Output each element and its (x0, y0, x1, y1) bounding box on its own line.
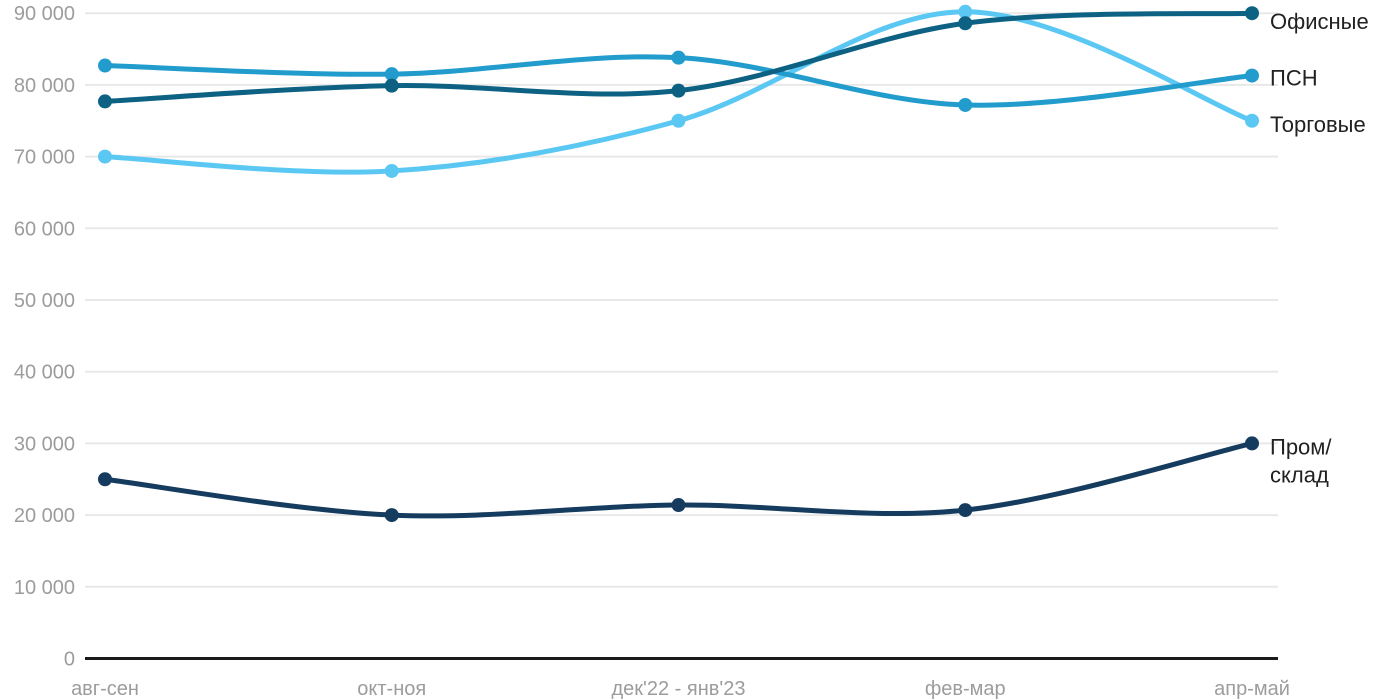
data-point-ofisnye-3 (958, 16, 973, 31)
data-point-psn-4 (1245, 68, 1259, 83)
legend-label-ofisnye: Офисные (1270, 9, 1369, 34)
y-tick-label-80000: 80 000 (14, 75, 75, 97)
data-point-prom-sklad-4 (1245, 436, 1259, 451)
data-point-torgovye-4 (1245, 113, 1259, 128)
legend-label-prom-sklad-line0: Пром/ (1270, 434, 1332, 459)
data-point-ofisnye-2 (671, 83, 686, 98)
data-point-torgovye-3 (958, 4, 973, 19)
data-point-prom-sklad-0 (98, 472, 112, 487)
x-tick-label-3: фев-мар (925, 678, 1006, 700)
x-tick-label-0: авг-сен (71, 678, 139, 700)
legend-label-torgovye: Торговые (1270, 112, 1366, 137)
y-tick-label-90000: 90 000 (14, 3, 75, 25)
data-point-psn-1 (384, 67, 399, 82)
y-tick-label-60000: 60 000 (14, 218, 75, 240)
y-tick-label-30000: 30 000 (14, 433, 75, 455)
data-point-psn-0 (98, 58, 112, 73)
data-point-ofisnye-4 (1245, 6, 1259, 21)
y-tick-label-0: 0 (64, 649, 75, 671)
data-point-ofisnye-0 (98, 94, 112, 109)
legend-label-prom-sklad-line1: склад (1270, 462, 1329, 487)
y-tick-label-70000: 70 000 (14, 147, 75, 169)
x-tick-label-1: окт-ноя (357, 678, 426, 700)
data-point-prom-sklad-1 (384, 508, 399, 523)
y-tick-label-10000: 10 000 (14, 577, 75, 599)
data-point-torgovye-1 (384, 163, 399, 178)
y-tick-label-20000: 20 000 (14, 505, 75, 527)
x-tick-label-4: апр-май (1214, 678, 1290, 700)
data-point-torgovye-0 (98, 149, 112, 164)
y-tick-label-40000: 40 000 (14, 362, 75, 384)
data-point-psn-3 (958, 97, 973, 112)
y-tick-label-50000: 50 000 (14, 290, 75, 312)
data-point-prom-sklad-2 (671, 498, 686, 513)
data-point-torgovye-2 (671, 113, 686, 128)
data-point-prom-sklad-3 (958, 503, 973, 518)
data-point-psn-2 (671, 50, 686, 65)
data-point-ofisnye-1 (384, 78, 399, 93)
legend-label-psn: ПСН (1270, 66, 1318, 91)
x-tick-label-2: дек'22 - янв'23 (612, 678, 746, 700)
